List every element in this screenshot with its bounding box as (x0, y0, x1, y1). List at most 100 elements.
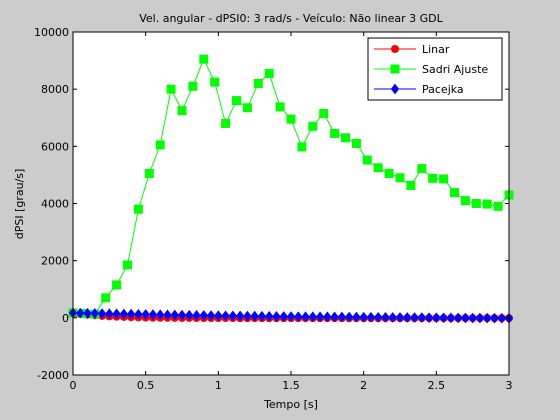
data-point (460, 196, 470, 206)
series-layer (68, 54, 514, 324)
data-point (286, 311, 296, 322)
data-point (275, 102, 285, 112)
series-diamond (68, 307, 514, 324)
data-point (308, 121, 318, 131)
data-point (192, 310, 201, 321)
data-point (297, 142, 307, 152)
data-point (188, 81, 198, 91)
data-point (453, 312, 463, 324)
data-point (228, 310, 238, 322)
data-point (308, 311, 317, 323)
data-point (384, 168, 394, 178)
data-point (373, 163, 383, 173)
data-point (148, 309, 158, 320)
data-point (177, 309, 187, 321)
data-point (156, 309, 165, 321)
data-point (76, 307, 85, 319)
data-point (257, 310, 267, 322)
data-point (468, 312, 477, 324)
x-tick-label: 3 (506, 379, 513, 392)
y-tick-label: 6000 (41, 140, 69, 153)
data-point (461, 312, 470, 324)
data-point (493, 201, 503, 211)
data-point (432, 312, 441, 324)
x-tick-label: 1 (215, 379, 222, 392)
data-point (406, 180, 416, 190)
data-point (166, 84, 176, 94)
data-point (144, 168, 154, 178)
data-point (279, 311, 288, 322)
data-point (446, 312, 456, 324)
data-point (206, 310, 216, 321)
data-point (242, 103, 252, 113)
data-point (123, 260, 132, 270)
data-point (253, 78, 263, 88)
data-point (97, 308, 107, 319)
data-point (134, 308, 143, 320)
y-tick-label: 2000 (41, 255, 69, 268)
x-axis-label: Tempo [s] (263, 398, 318, 411)
x-tick-label: 1.5 (282, 379, 300, 392)
data-point (374, 311, 383, 323)
data-point (177, 106, 187, 116)
y-tick-label: -2000 (37, 369, 69, 382)
data-point (341, 133, 350, 143)
data-point (105, 308, 114, 320)
data-point (403, 312, 412, 323)
data-point (344, 311, 354, 323)
data-point (264, 68, 274, 78)
data-point (337, 311, 347, 323)
data-point (483, 312, 492, 324)
data-point (250, 310, 259, 322)
data-point (428, 173, 438, 183)
x-tick-label: 0.5 (137, 379, 155, 392)
data-point (352, 311, 361, 323)
data-point (497, 312, 506, 324)
y-axis-label: dPSI [grau/s] (13, 169, 26, 240)
data-point (185, 309, 194, 321)
x-tick-label: 2 (360, 379, 367, 392)
data-point (235, 310, 245, 322)
data-point (330, 311, 339, 323)
legend-entries: Linar Sadri Ajuste Pacejka (374, 43, 488, 96)
data-point (221, 310, 230, 322)
data-point (323, 311, 332, 323)
y-tick-label: 8000 (41, 83, 69, 96)
data-point (490, 312, 499, 324)
data-point (265, 310, 274, 322)
legend-marker (390, 64, 400, 74)
x-tick-label: 2.5 (428, 379, 446, 392)
data-point (450, 188, 459, 198)
data-point (395, 312, 405, 323)
legend-marker (391, 45, 399, 53)
data-point (471, 199, 481, 208)
data-point (351, 138, 361, 148)
data-point (90, 308, 99, 319)
data-point (359, 311, 368, 323)
data-point (424, 312, 434, 323)
data-point (221, 118, 231, 128)
data-point (417, 164, 427, 174)
data-point (475, 312, 485, 324)
data-point (210, 77, 220, 87)
data-point (232, 96, 241, 106)
y-tick-label: 4000 (41, 198, 69, 211)
data-point (410, 312, 419, 323)
series-square (68, 54, 514, 319)
legend-label: Pacejka (422, 83, 464, 96)
data-point (439, 174, 449, 184)
y-tick-label: 10000 (34, 26, 69, 39)
data-point (214, 310, 223, 321)
data-point (199, 310, 208, 321)
data-point (141, 309, 150, 320)
data-point (170, 309, 179, 321)
data-point (101, 293, 111, 303)
legend: Linar Sadri Ajuste Pacejka (367, 37, 503, 101)
data-point (112, 308, 121, 320)
data-point (133, 204, 143, 214)
data-point (126, 308, 136, 320)
data-point (294, 311, 303, 322)
data-point (155, 140, 165, 150)
data-point (362, 155, 372, 165)
